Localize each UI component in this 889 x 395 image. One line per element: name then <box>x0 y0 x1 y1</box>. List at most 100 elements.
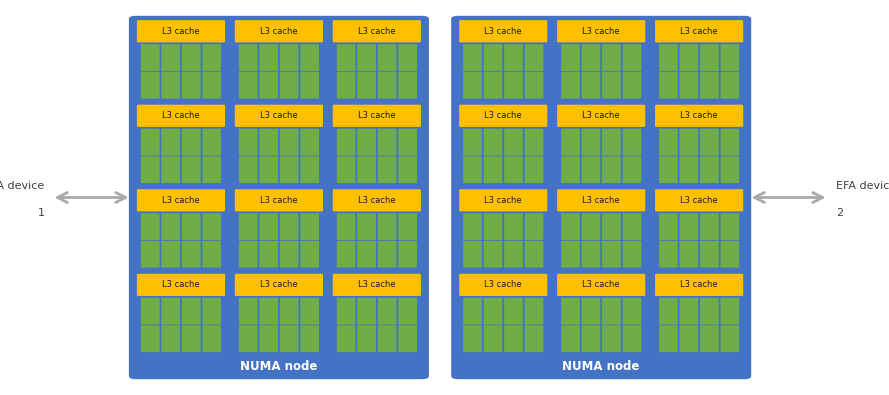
Text: NUMA node: NUMA node <box>563 360 640 373</box>
FancyBboxPatch shape <box>337 129 356 156</box>
FancyBboxPatch shape <box>504 241 523 268</box>
FancyBboxPatch shape <box>235 274 323 296</box>
Text: L3 cache: L3 cache <box>162 280 200 290</box>
FancyBboxPatch shape <box>602 298 621 325</box>
FancyBboxPatch shape <box>561 44 580 71</box>
FancyBboxPatch shape <box>337 72 356 99</box>
Text: L3 cache: L3 cache <box>358 111 396 120</box>
FancyBboxPatch shape <box>203 241 221 268</box>
FancyBboxPatch shape <box>561 325 580 352</box>
FancyBboxPatch shape <box>280 298 299 325</box>
FancyBboxPatch shape <box>459 105 548 127</box>
FancyBboxPatch shape <box>581 129 600 156</box>
FancyBboxPatch shape <box>300 241 319 268</box>
FancyBboxPatch shape <box>561 156 580 183</box>
FancyBboxPatch shape <box>182 213 201 240</box>
FancyBboxPatch shape <box>459 189 548 211</box>
FancyBboxPatch shape <box>659 241 677 268</box>
FancyBboxPatch shape <box>463 213 482 240</box>
FancyBboxPatch shape <box>378 129 396 156</box>
FancyBboxPatch shape <box>700 325 718 352</box>
FancyBboxPatch shape <box>239 129 258 156</box>
Text: L3 cache: L3 cache <box>582 196 620 205</box>
FancyBboxPatch shape <box>679 44 698 71</box>
FancyBboxPatch shape <box>525 129 543 156</box>
FancyBboxPatch shape <box>561 213 580 240</box>
FancyBboxPatch shape <box>260 213 278 240</box>
FancyBboxPatch shape <box>300 213 319 240</box>
FancyBboxPatch shape <box>162 156 180 183</box>
FancyBboxPatch shape <box>484 213 502 240</box>
FancyBboxPatch shape <box>720 44 739 71</box>
FancyBboxPatch shape <box>679 325 698 352</box>
FancyBboxPatch shape <box>484 156 502 183</box>
FancyBboxPatch shape <box>659 325 677 352</box>
Text: L3 cache: L3 cache <box>260 111 298 120</box>
FancyBboxPatch shape <box>622 72 641 99</box>
Text: L3 cache: L3 cache <box>582 280 620 290</box>
FancyBboxPatch shape <box>137 20 225 42</box>
FancyBboxPatch shape <box>280 129 299 156</box>
FancyBboxPatch shape <box>239 298 258 325</box>
Text: 1: 1 <box>37 208 44 218</box>
FancyBboxPatch shape <box>484 325 502 352</box>
Text: L3 cache: L3 cache <box>680 280 718 290</box>
FancyBboxPatch shape <box>280 72 299 99</box>
FancyBboxPatch shape <box>679 298 698 325</box>
FancyBboxPatch shape <box>337 298 356 325</box>
FancyBboxPatch shape <box>378 325 396 352</box>
FancyBboxPatch shape <box>504 44 523 71</box>
FancyBboxPatch shape <box>700 44 718 71</box>
FancyBboxPatch shape <box>280 44 299 71</box>
FancyBboxPatch shape <box>337 241 356 268</box>
FancyBboxPatch shape <box>602 156 621 183</box>
Text: L3 cache: L3 cache <box>162 196 200 205</box>
FancyBboxPatch shape <box>239 44 258 71</box>
Text: L3 cache: L3 cache <box>260 196 298 205</box>
FancyBboxPatch shape <box>659 298 677 325</box>
FancyBboxPatch shape <box>602 129 621 156</box>
Text: L3 cache: L3 cache <box>358 196 396 205</box>
FancyBboxPatch shape <box>140 129 160 156</box>
FancyBboxPatch shape <box>561 129 580 156</box>
FancyBboxPatch shape <box>557 274 645 296</box>
FancyBboxPatch shape <box>557 105 645 127</box>
Text: L3 cache: L3 cache <box>680 111 718 120</box>
FancyBboxPatch shape <box>140 213 160 240</box>
FancyBboxPatch shape <box>203 44 221 71</box>
Text: L3 cache: L3 cache <box>485 27 522 36</box>
FancyBboxPatch shape <box>137 189 225 211</box>
FancyBboxPatch shape <box>659 156 677 183</box>
FancyBboxPatch shape <box>581 213 600 240</box>
FancyBboxPatch shape <box>332 105 420 127</box>
FancyBboxPatch shape <box>525 298 543 325</box>
FancyBboxPatch shape <box>504 156 523 183</box>
Text: L3 cache: L3 cache <box>582 111 620 120</box>
FancyBboxPatch shape <box>484 298 502 325</box>
FancyBboxPatch shape <box>239 156 258 183</box>
FancyBboxPatch shape <box>581 156 600 183</box>
FancyBboxPatch shape <box>525 72 543 99</box>
FancyBboxPatch shape <box>162 241 180 268</box>
FancyBboxPatch shape <box>557 189 645 211</box>
FancyBboxPatch shape <box>504 72 523 99</box>
FancyBboxPatch shape <box>581 241 600 268</box>
FancyBboxPatch shape <box>300 72 319 99</box>
FancyBboxPatch shape <box>720 298 739 325</box>
FancyBboxPatch shape <box>679 241 698 268</box>
FancyBboxPatch shape <box>602 325 621 352</box>
FancyBboxPatch shape <box>300 129 319 156</box>
FancyBboxPatch shape <box>137 105 225 127</box>
FancyBboxPatch shape <box>700 129 718 156</box>
FancyBboxPatch shape <box>679 213 698 240</box>
FancyBboxPatch shape <box>280 241 299 268</box>
FancyBboxPatch shape <box>137 274 225 296</box>
FancyBboxPatch shape <box>378 241 396 268</box>
FancyBboxPatch shape <box>622 129 641 156</box>
FancyBboxPatch shape <box>337 156 356 183</box>
FancyBboxPatch shape <box>300 298 319 325</box>
FancyBboxPatch shape <box>203 156 221 183</box>
Text: L3 cache: L3 cache <box>485 280 522 290</box>
FancyBboxPatch shape <box>581 44 600 71</box>
FancyBboxPatch shape <box>239 213 258 240</box>
